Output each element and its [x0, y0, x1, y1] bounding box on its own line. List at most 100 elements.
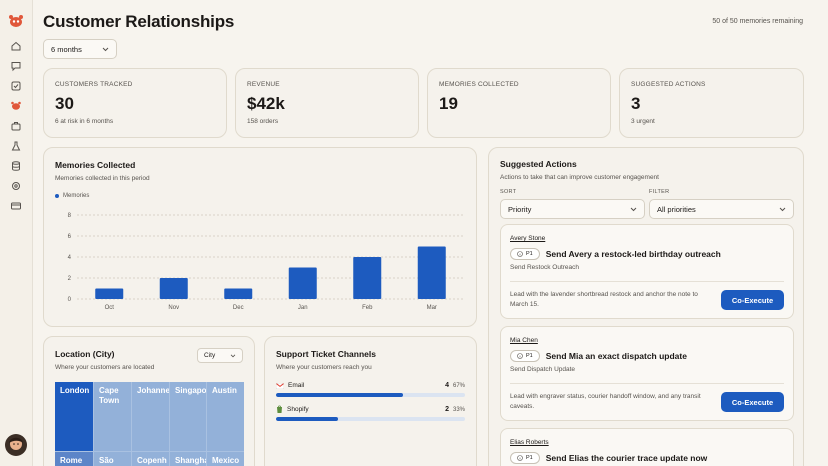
database-icon[interactable] — [10, 160, 22, 172]
channel-count: 4 — [445, 382, 449, 389]
y-tick-label: 0 — [68, 297, 72, 303]
bar[interactable] — [159, 278, 188, 299]
chat-icon[interactable] — [10, 60, 22, 72]
location-select[interactable]: City — [197, 348, 243, 363]
bar[interactable] — [288, 267, 317, 300]
channel-pct: 67% — [452, 383, 465, 389]
channel-shopify: Shopify 2 33% — [276, 405, 465, 421]
treemap-cell[interactable]: Singapo — [169, 382, 206, 451]
action-description: Lead with the lavender shortbread restoc… — [510, 291, 698, 308]
sort-select[interactable]: Priority — [500, 199, 645, 219]
range-select[interactable]: 6 months — [43, 39, 117, 59]
bar[interactable] — [224, 288, 253, 300]
action-card: Elias Roberts P1 Send Elias the courier … — [500, 428, 794, 466]
info-icon — [517, 353, 523, 359]
stat-sub: 6 at risk in 6 months — [55, 118, 114, 125]
channel-bar-fill — [276, 417, 339, 421]
suggested-subtitle: Actions to take that can improve custome… — [500, 174, 659, 181]
sort-select-value: Priority — [508, 204, 532, 214]
location-subtitle: Where your customers are located — [55, 364, 155, 371]
treemap-cell[interactable]: Cape Town — [93, 382, 131, 451]
y-tick-label: 2 — [68, 276, 72, 282]
flask-icon[interactable] — [10, 140, 22, 152]
bar[interactable] — [417, 246, 446, 300]
action-customer-link[interactable]: Avery Stone — [510, 235, 546, 242]
treemap-cell[interactable]: Austin — [206, 382, 244, 451]
treemap-cell[interactable]: Rome — [55, 451, 93, 466]
page-title: Customer Relationships — [43, 12, 235, 31]
action-card: Mia Chen P1 Send Mia an exact dispatch u… — [500, 326, 794, 421]
x-tick-label: Mar — [427, 305, 437, 311]
stat-label: REVENUE — [247, 81, 280, 88]
stat-label: MEMORIES COLLECTED — [439, 81, 519, 88]
channel-pct: 33% — [452, 406, 465, 413]
stat-value: 19 — [439, 94, 458, 113]
chart-legend: Memories — [55, 193, 89, 199]
range-select-value: 6 months — [51, 44, 82, 54]
suggested-title: Suggested Actions — [500, 159, 577, 169]
co-execute-button[interactable]: Co-Execute — [721, 392, 784, 412]
memories-bar-chart: 0 2 4 6 8 Oct Nov Dec Jan Feb Mar — [68, 213, 464, 311]
checkbox-icon[interactable] — [10, 80, 22, 92]
priority-label: P1 — [526, 455, 533, 461]
channel-name: Shopify — [287, 405, 309, 413]
location-select-value: City — [204, 352, 216, 359]
y-tick-label: 4 — [68, 255, 72, 261]
x-tick-label: Nov — [168, 305, 179, 311]
stat-sub: 158 orders — [247, 118, 279, 125]
action-headline: Send Elias the courier trace update now — [545, 453, 708, 463]
home-icon[interactable] — [10, 40, 22, 52]
treemap-cell[interactable]: Mexico — [206, 451, 244, 466]
action-kind: Send Dispatch Update — [510, 366, 576, 373]
priority-label: P1 — [526, 251, 533, 257]
channel-email: Email 4 67% — [276, 382, 465, 397]
x-tick-label: Dec — [233, 305, 244, 311]
divider — [510, 383, 784, 384]
chevron-down-icon — [230, 354, 236, 357]
stat-label: SUGGESTED ACTIONS — [631, 81, 706, 88]
memories-card: Memories Collected Memories collected in… — [43, 147, 477, 327]
support-subtitle: Where your customers reach you — [276, 364, 372, 371]
action-customer-link[interactable]: Elias Roberts — [510, 439, 549, 446]
treemap-cell[interactable]: London — [55, 382, 93, 451]
chevron-down-icon — [102, 47, 109, 51]
channel-bar — [276, 393, 465, 397]
info-icon — [517, 251, 523, 257]
treemap-cell[interactable]: Copenh — [131, 451, 169, 466]
filter-select[interactable]: All priorities — [649, 199, 794, 219]
card-icon[interactable] — [10, 200, 22, 212]
channel-bar-fill — [276, 393, 403, 397]
bar[interactable] — [353, 257, 382, 299]
treemap-cell[interactable]: Shangha — [169, 451, 206, 466]
action-description: Lead with engraver status, courier hando… — [510, 393, 701, 410]
legend-label: Memories — [63, 193, 90, 199]
avatar[interactable] — [5, 434, 27, 456]
x-tick-label: Oct — [105, 305, 115, 311]
treemap-cell[interactable]: São — [93, 451, 131, 466]
divider — [510, 281, 784, 282]
brand-icon[interactable] — [10, 100, 22, 112]
location-card: Location (City) Where your customers are… — [43, 336, 255, 466]
settings-icon[interactable] — [10, 180, 22, 192]
stat-suggested-actions: SUGGESTED ACTIONS 3 3 urgent — [619, 68, 804, 138]
shopify-icon — [277, 405, 282, 413]
location-title: Location (City) — [55, 349, 115, 359]
chevron-down-icon — [630, 207, 637, 211]
stat-customers-tracked: CUSTOMERS TRACKED 30 6 at risk in 6 mont… — [43, 68, 227, 138]
priority-badge: P1 — [510, 350, 540, 362]
channel-count: 2 — [445, 405, 449, 413]
suggested-actions-card: Suggested Actions Actions to take that c… — [488, 147, 804, 466]
stat-memories-collected: MEMORIES COLLECTED 19 — [427, 68, 611, 138]
action-customer-link[interactable]: Mia Chen — [510, 337, 538, 344]
filter-select-value: All priorities — [657, 204, 696, 214]
brand-logo-icon[interactable] — [8, 14, 24, 28]
x-tick-label: Jan — [298, 305, 308, 311]
co-execute-button[interactable]: Co-Execute — [721, 290, 784, 310]
priority-badge: P1 — [510, 452, 540, 464]
briefcase-icon[interactable] — [10, 120, 22, 132]
x-tick-label: Feb — [362, 305, 373, 311]
filter-label: FILTER — [649, 189, 670, 195]
bar[interactable] — [95, 288, 124, 300]
treemap-cell[interactable]: Johanne — [131, 382, 169, 451]
channel-bar — [276, 417, 465, 421]
